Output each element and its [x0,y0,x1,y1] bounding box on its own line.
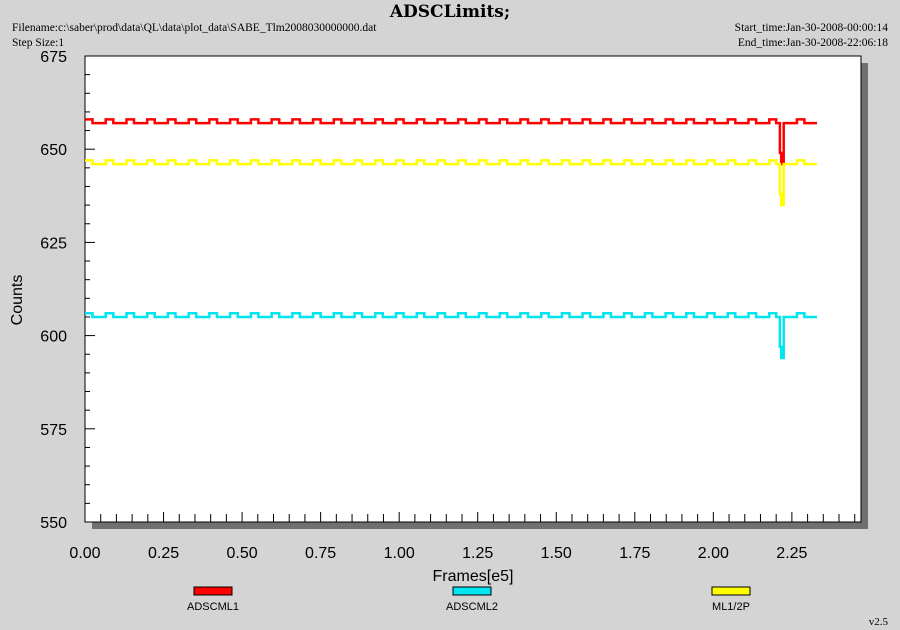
x-tick-label: 1.50 [541,545,572,562]
x-tick-label: 0.50 [227,545,258,562]
y-tick-label: 650 [40,142,67,159]
y-axis: 550 575 600 625 650 675 [40,49,95,532]
legend-swatch [452,586,492,596]
x-axis: 0.00 0.25 0.50 0.75 1.00 1.25 1.50 1.75 2.00 2.25 [69,512,856,562]
legend: ADSCML1 ADSCML2 ML1/2P [187,586,751,613]
series-line-adscml1 [85,118,817,166]
y-tick-label: 600 [40,329,67,346]
series-group [85,118,817,360]
x-tick-label: 0.75 [305,545,336,562]
y-tick-label: 575 [40,422,67,439]
x-tick-label: 0.00 [69,545,100,562]
y-axis-label: Counts [9,275,26,326]
legend-swatch [711,586,751,596]
end-time-label: End_time:Jan-30-2008-22:06:18 [737,37,888,49]
x-tick-label: 0.25 [148,545,179,562]
x-tick-label: 1.25 [462,545,493,562]
x-tick-label: 2.25 [776,545,807,562]
x-tick-label: 1.75 [619,545,650,562]
legend-label: ADSCML1 [187,601,239,613]
y-tick-label: 675 [40,49,67,66]
legend-label: ADSCML2 [446,601,498,613]
x-axis-label: Frames[e5] [433,568,514,585]
filename-label: Filename:c:\saber\prod\data\QL\data\plot… [12,22,377,34]
series-line-adscml2 [85,311,817,360]
y-tick-label: 550 [40,515,67,532]
x-tick-label: 1.00 [384,545,415,562]
chart-title: ADSCLimits; [389,2,511,22]
x-tick-label: 2.00 [698,545,729,562]
start-time-label: Start_time:Jan-30-2008-00:00:14 [734,22,888,34]
legend-label: ML1/2P [712,601,750,613]
plot-area [84,55,862,523]
series-line-ml1-2p [85,159,817,207]
y-tick-label: 625 [40,235,67,252]
legend-swatch [193,586,233,596]
step-size-label: Step Size:1 [12,37,65,49]
version-label: v2.5 [868,616,888,628]
